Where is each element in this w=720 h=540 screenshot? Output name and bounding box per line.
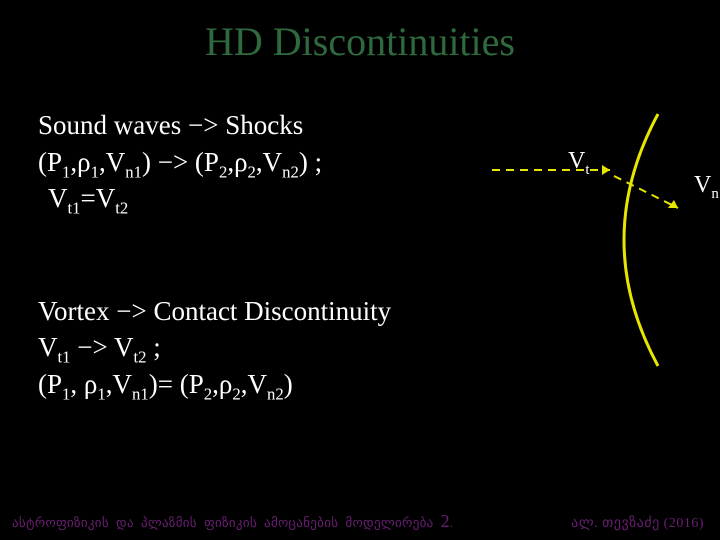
shock-diagram — [480, 110, 720, 370]
body-block2-line3: (P1, ρ1,Vn1)= (P2,ρ2,Vn2) — [38, 367, 468, 402]
body-block2-line2: Vt1 −> Vt2 ; — [38, 330, 468, 365]
slide-body: Sound waves −> Shocks (P1,ρ1,Vn1) −> (P2… — [38, 108, 468, 403]
body-block1-line1: Sound waves −> Shocks — [38, 108, 468, 143]
vt-label: Vt — [568, 148, 589, 175]
body-block2-line1: Vortex −> Contact Discontinuity — [38, 294, 468, 329]
shock-front-curve — [624, 114, 658, 366]
body-block1-line2: (P1,ρ1,Vn1) −> (P2,ρ2,Vn2) ; — [38, 145, 468, 180]
vt-arrow-head — [602, 165, 610, 175]
vn-label: Vn — [694, 172, 719, 199]
slide: HD Discontinuities Sound waves −> Shocks… — [0, 0, 720, 540]
slide-title: HD Discontinuities — [0, 18, 720, 65]
footer-left: ასტროფიზიკის და პლაზმის ფიზიკის ამოცანებ… — [12, 511, 454, 532]
body-block1-line3: Vt1=Vt2 — [38, 181, 468, 216]
vn-arrow-head — [668, 200, 678, 208]
footer-right: ალ. თევზაძე (2016) — [571, 515, 704, 532]
vn-arrow-line — [614, 176, 678, 208]
